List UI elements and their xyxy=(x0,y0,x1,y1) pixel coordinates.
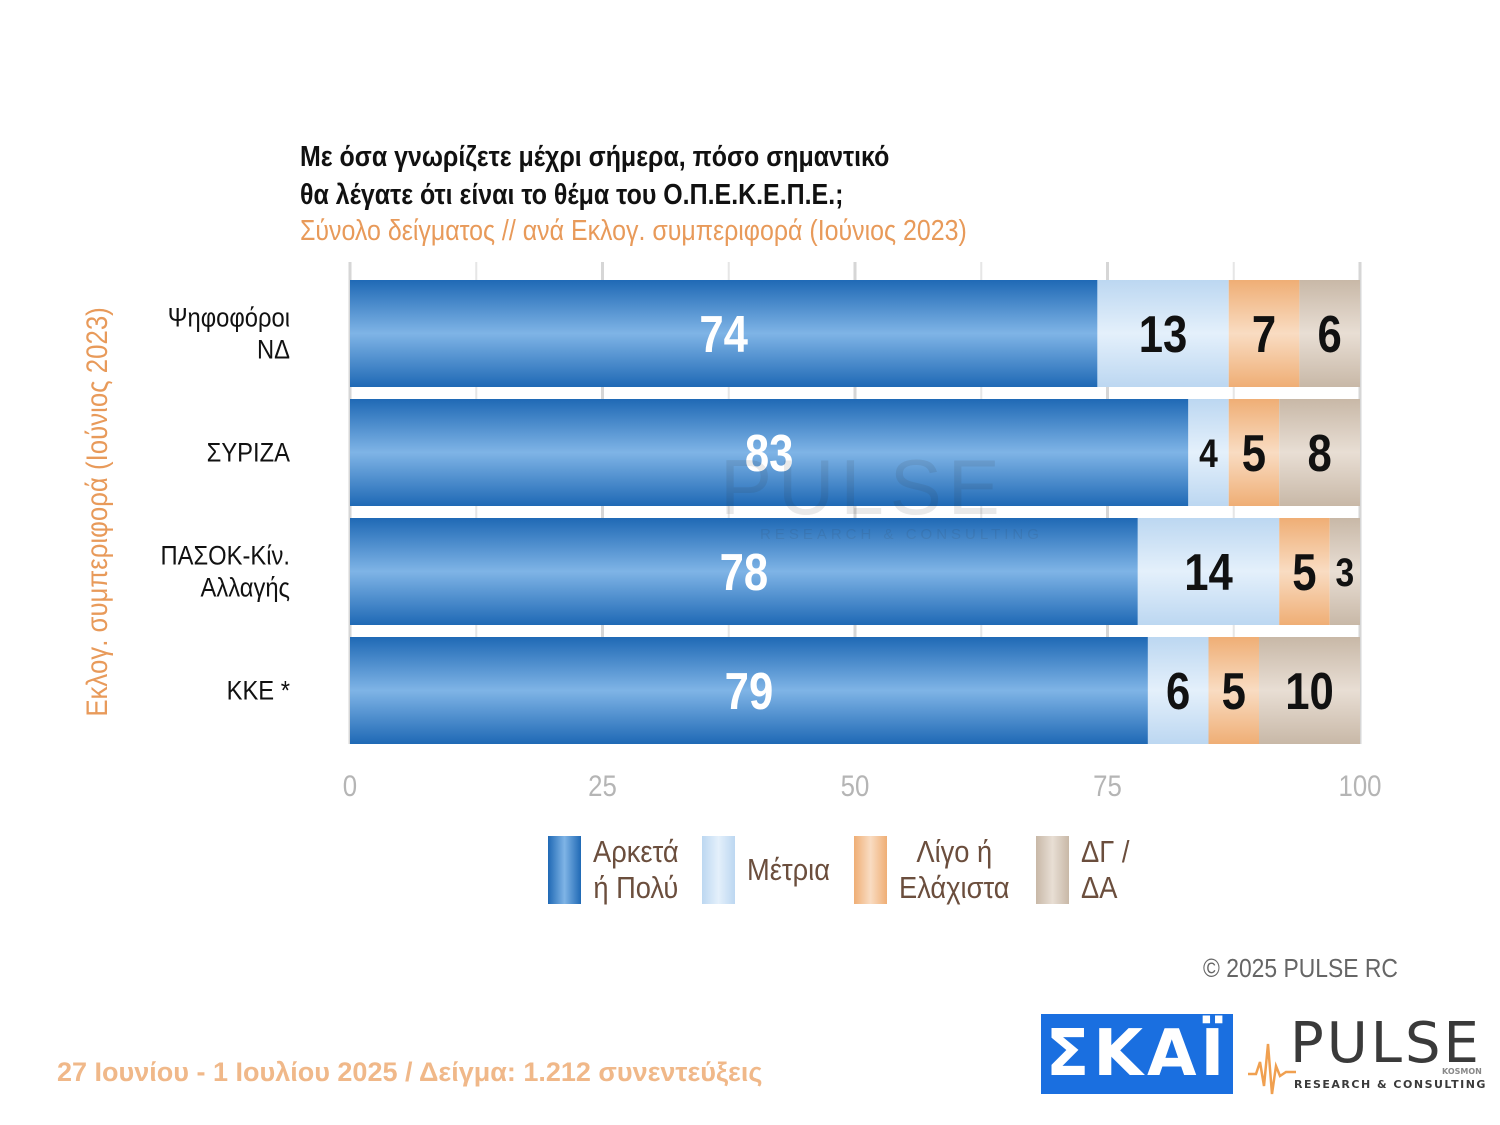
category-label: Αλλαγής xyxy=(200,573,290,603)
pulse-logo-tagline: RESEARCH & CONSULTING xyxy=(1294,1078,1487,1091)
data-label: 5 xyxy=(1242,426,1266,483)
data-label: 5 xyxy=(1222,664,1246,721)
data-label: 14 xyxy=(1184,545,1233,602)
chart-title: Με όσα γνωρίζετε μέχρι σήμερα, πόσο σημα… xyxy=(300,138,988,214)
x-axis-ticks: 0 25 50 75 100 xyxy=(343,769,1382,802)
bar-segment xyxy=(1279,399,1360,506)
bar-segment xyxy=(1228,399,1280,506)
category-label: ΚΚΕ * xyxy=(227,676,290,706)
pulse-heartbeat-icon xyxy=(1248,1043,1296,1095)
data-label: 83 xyxy=(745,426,794,483)
legend-label-moderate: Μέτρια xyxy=(747,852,831,887)
pulse-logo-word: PULSE xyxy=(1290,1011,1482,1076)
bar-segment xyxy=(1259,637,1360,744)
legend-item-little: Λίγο ή Ελάχιστα xyxy=(853,834,1025,906)
x-tick-label: 100 xyxy=(1338,769,1381,802)
data-label: 79 xyxy=(725,664,774,721)
bar-segment xyxy=(1299,280,1360,387)
bar-segment xyxy=(1279,518,1330,625)
data-label: 74 xyxy=(699,307,748,364)
copyright-notice: © 2025 PULSE RC xyxy=(1203,953,1398,983)
bar-segment xyxy=(350,399,1189,506)
legend-label-little: Λίγο ή Ελάχιστα xyxy=(898,834,1010,905)
x-tick-label: 50 xyxy=(841,769,870,802)
chart-subtitle: Σύνολο δείγματος // ανά Εκλογ. συμπεριφο… xyxy=(300,215,967,247)
bar-segment xyxy=(1147,637,1209,744)
bar-segment xyxy=(350,518,1138,625)
category-label: ΣΥΡΙΖΑ xyxy=(207,438,290,468)
legend-swatch-a-lot xyxy=(548,836,581,904)
bars xyxy=(350,280,1360,744)
stacked-bar-chart: 74 13 7 683 4 5 878 14 5 379 6 5 10 ΨηφοφόροιΝΔΣΥΡΙΖ… xyxy=(161,262,1382,802)
bar-segment xyxy=(1329,518,1360,625)
bar-segment xyxy=(350,637,1148,744)
category-label: ΠΑΣΟΚ-Κίν. xyxy=(161,541,290,571)
legend-item-moderate: Μέτρια xyxy=(702,836,841,904)
category-label: Ψηφοφόροι xyxy=(168,303,290,333)
legend-item-dk-na: ΔΓ / ΔΑ xyxy=(1036,834,1136,906)
category-label: ΝΔ xyxy=(257,335,290,365)
data-label: 13 xyxy=(1139,307,1188,364)
legend-swatch-dk-na xyxy=(1036,836,1070,904)
bar-segment xyxy=(1208,637,1259,744)
chart-title-line-2: θα λέγατε ότι είναι το θέμα του Ο.Π.Ε.Κ.… xyxy=(300,179,844,211)
skai-logo-text: ΣΚΑΪ xyxy=(1045,1017,1229,1091)
data-label: 7 xyxy=(1252,307,1276,364)
bar-segment xyxy=(1228,280,1300,387)
data-label: 8 xyxy=(1307,426,1331,483)
data-label: 5 xyxy=(1292,545,1316,602)
x-tick-label: 75 xyxy=(1093,769,1122,802)
pulse-logo: PULSE KOSMON RESEARCH & CONSULTING xyxy=(1246,1014,1485,1096)
data-label: 4 xyxy=(1199,431,1218,475)
x-tick-label: 25 xyxy=(588,769,617,802)
chart-legend: Αρκετά ή Πολύ Μέτρια Λίγο ή Ελάχιστα ΔΓ … xyxy=(548,834,1148,906)
data-label: 10 xyxy=(1285,664,1334,721)
bar-segment xyxy=(1137,518,1280,625)
legend-label-dk-na: ΔΓ / ΔΑ xyxy=(1081,834,1130,905)
fieldwork-dates-sample: 27 Ιουνίου - 1 Ιουλίου 2025 / Δείγμα: 1.… xyxy=(57,1057,763,1087)
legend-swatch-moderate xyxy=(702,836,736,904)
data-label: 6 xyxy=(1318,307,1342,364)
bar-segment xyxy=(350,280,1098,387)
legend-swatch-little xyxy=(853,836,887,904)
data-labels: 74 13 7 683 4 5 878 14 5 379 6 5 10 xyxy=(699,307,1354,721)
data-label: 78 xyxy=(720,545,769,602)
x-tick-label: 0 xyxy=(343,769,357,802)
pulse-logo-kosmon: KOSMON xyxy=(1442,1067,1482,1076)
data-label: 3 xyxy=(1336,550,1355,594)
legend-label-a-lot: Αρκετά ή Πολύ xyxy=(593,834,679,905)
skai-logo: ΣΚΑΪ xyxy=(1041,1014,1233,1094)
bar-segment xyxy=(1188,399,1229,506)
legend-item-a-lot: Αρκετά ή Πολύ xyxy=(548,834,690,906)
data-label: 6 xyxy=(1166,664,1190,721)
bar-segment xyxy=(1097,280,1229,387)
chart-title-line-1: Με όσα γνωρίζετε μέχρι σήμερα, πόσο σημα… xyxy=(300,141,890,173)
